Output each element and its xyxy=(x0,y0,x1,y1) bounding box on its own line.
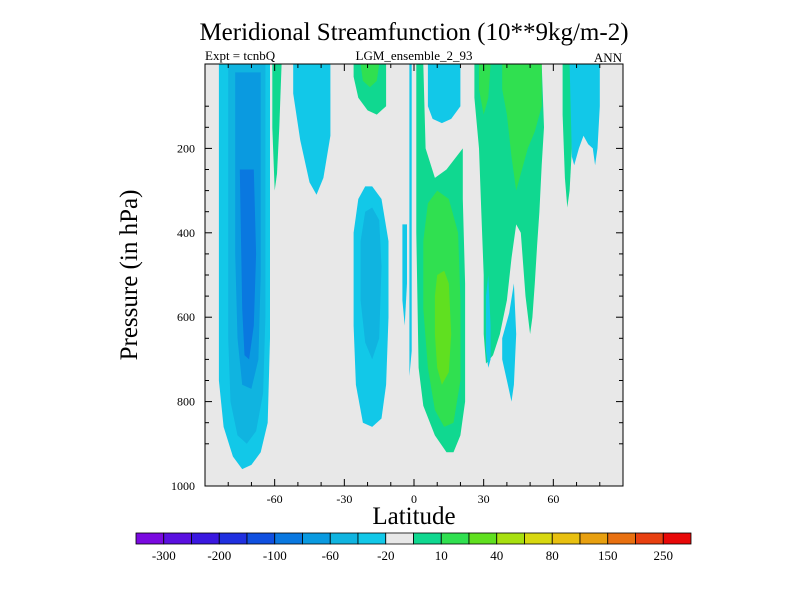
colorbar-swatch xyxy=(274,532,303,545)
contour-region-neg_20-19 xyxy=(486,275,491,368)
colorbar-label: -60 xyxy=(322,548,339,563)
colorbar-swatch xyxy=(191,532,220,545)
x-tick-label: -30 xyxy=(336,492,352,506)
colorbar-label: -100 xyxy=(263,548,287,563)
colorbar-label: 10 xyxy=(435,548,448,563)
colorbar-swatch xyxy=(662,532,692,545)
contour-region-neg_20-20 xyxy=(502,283,517,402)
colorbar-swatch xyxy=(607,532,636,545)
colorbar-label: 150 xyxy=(598,548,618,563)
x-tick-label: 0 xyxy=(411,492,417,506)
y-tick-label: 200 xyxy=(177,141,195,155)
contour-region-neg_200-3 xyxy=(239,169,257,360)
y-tick-label: 400 xyxy=(177,226,195,240)
contour-region-neg_20-11 xyxy=(409,64,412,377)
colorbar-label: 250 xyxy=(654,548,674,563)
colorbar-swatch xyxy=(218,532,248,545)
colorbar-swatch xyxy=(246,532,276,545)
contour-region-pos_40-7 xyxy=(360,64,380,88)
contour-region-pos_80-14 xyxy=(434,270,452,385)
contour-region-neg_20-5 xyxy=(293,64,331,195)
colorbar-swatch xyxy=(329,532,359,545)
contour-region-pos_10-6 xyxy=(353,64,387,115)
contour-region-neg_60-9 xyxy=(360,207,382,360)
colorbar-label: -200 xyxy=(207,548,231,563)
x-tick-label: -60 xyxy=(267,492,283,506)
contour-region-pos_40-17 xyxy=(479,64,491,115)
x-tick-label: 60 xyxy=(547,492,559,506)
contour-region-pos_10-21 xyxy=(562,64,572,208)
y-axis-label: Pressure (in hPa) xyxy=(116,190,143,361)
x-tick-label: 30 xyxy=(478,492,490,506)
contour-region-neg_20-10 xyxy=(402,224,407,326)
colorbar-swatch xyxy=(135,532,165,545)
colorbar-swatch xyxy=(496,532,525,545)
colorbar-swatch xyxy=(413,532,442,545)
colorbar xyxy=(135,532,692,545)
colorbar-label: -20 xyxy=(377,548,394,563)
contour-region-neg_20-15 xyxy=(427,64,461,124)
y-tick-label: 1000 xyxy=(171,479,195,493)
colorbar-swatch xyxy=(385,532,414,545)
y-tick-label: 800 xyxy=(177,395,195,409)
subtitle-center: LGM_ensemble_2_93 xyxy=(356,48,473,63)
colorbar-swatch xyxy=(357,532,387,545)
x-axis-label: Latitude xyxy=(372,503,455,530)
colorbar-swatch xyxy=(579,532,609,545)
colorbar-swatch xyxy=(635,532,664,545)
colorbar-swatch xyxy=(524,532,553,545)
plot-frame xyxy=(204,63,624,487)
colorbar-swatch xyxy=(468,532,498,545)
colorbar-label: -300 xyxy=(152,548,176,563)
colorbar-swatch xyxy=(302,532,331,545)
contour-region-neg_20-22 xyxy=(569,64,600,166)
subtitle-right: ANN xyxy=(594,50,623,65)
colorbar-label: 40 xyxy=(490,548,503,563)
colorbar-label: 80 xyxy=(546,548,559,563)
contour-region-pos_10-4 xyxy=(272,64,282,191)
chart-title: Meridional Streamfunction (10**9kg/m-2) xyxy=(199,19,628,46)
colorbar-swatch xyxy=(163,532,192,545)
colorbar-swatch xyxy=(551,532,581,545)
subtitle-left: Expt = tcnbQ xyxy=(205,48,276,63)
colorbar-swatch xyxy=(440,532,470,545)
contour-region-pos_40-18 xyxy=(502,64,542,191)
y-tick-label: 600 xyxy=(177,310,195,324)
